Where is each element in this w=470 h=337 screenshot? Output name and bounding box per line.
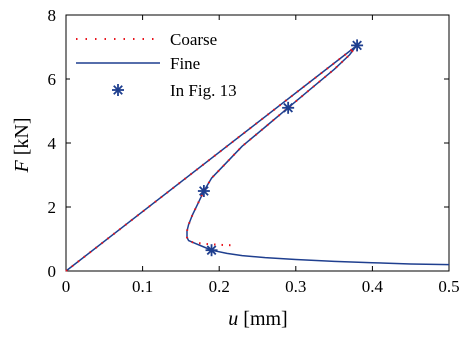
legend: Coarse Fine In Fig. 13 xyxy=(70,22,260,104)
asterisk-stroke xyxy=(352,40,362,51)
x-tick-label: 0 xyxy=(62,277,71,296)
series-layer xyxy=(65,39,450,272)
x-axis-label-unit: [mm] xyxy=(238,308,287,330)
x-tick-label: 0.5 xyxy=(438,277,459,296)
legend-label: Fine xyxy=(170,54,200,73)
y-axis-label: F [kN] xyxy=(11,118,33,174)
y-tick-label: 0 xyxy=(48,262,57,281)
series-line-fine xyxy=(65,44,450,272)
fig13-marker xyxy=(205,244,218,257)
y-axis-label-unit: [kN] xyxy=(11,118,33,161)
x-tick-label: 0.4 xyxy=(362,277,384,296)
x-tick-label: 0.3 xyxy=(285,277,306,296)
y-tick-label: 6 xyxy=(48,70,57,89)
legend-marker-fig13 xyxy=(112,84,124,96)
legend-label: In Fig. 13 xyxy=(170,81,237,100)
x-axis-label: u [mm] xyxy=(228,308,287,330)
asterisk-stroke xyxy=(113,85,123,95)
asterisk-stroke xyxy=(283,102,294,113)
x-axis-label-var: u xyxy=(228,308,238,330)
fig13-marker xyxy=(351,39,364,52)
fig13-marker xyxy=(282,101,295,114)
asterisk-stroke xyxy=(206,245,217,256)
y-tick-label: 8 xyxy=(48,6,57,25)
legend-label: Coarse xyxy=(170,30,217,49)
fig13-marker xyxy=(197,185,210,197)
x-tick-label: 0.1 xyxy=(132,277,153,296)
asterisk-stroke xyxy=(199,186,209,196)
y-tick-label: 4 xyxy=(48,134,57,153)
y-axis-label-var: F xyxy=(11,159,33,173)
x-tick-label: 0.2 xyxy=(209,277,230,296)
ticks-layer: 0 0.1 0.2 0.3 0.4 0.5 0 2 4 6 8 xyxy=(48,6,460,296)
y-tick-label: 2 xyxy=(48,198,57,217)
